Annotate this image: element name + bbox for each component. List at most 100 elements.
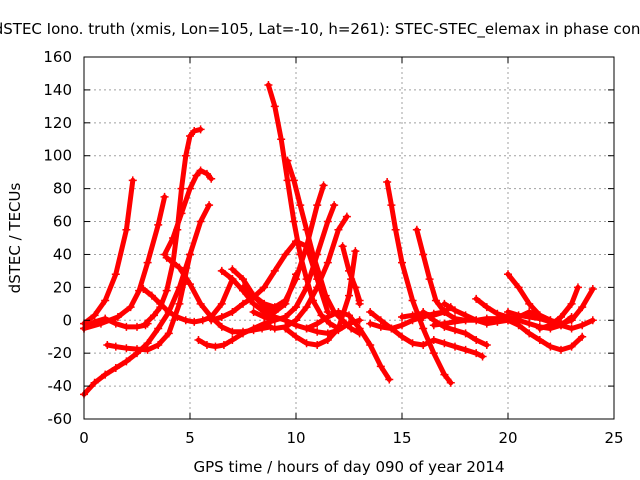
data-point: [419, 340, 428, 349]
data-point: [461, 316, 470, 325]
data-point: [546, 342, 555, 351]
data-point: [190, 317, 199, 326]
data-point: [398, 321, 406, 330]
data-point: [207, 174, 216, 183]
data-point: [177, 209, 186, 218]
data-point: [196, 166, 205, 175]
data-point: [239, 299, 247, 308]
data-point: [557, 345, 565, 354]
data-point: [313, 327, 322, 336]
data-point: [219, 340, 228, 349]
data-point: [202, 340, 211, 349]
data-point: [289, 176, 298, 185]
data-point: [154, 220, 163, 229]
data-point: [270, 316, 279, 325]
data-point: [535, 336, 544, 345]
data-point: [186, 250, 194, 259]
y-tick-label: 40: [53, 245, 72, 263]
data-point: [192, 171, 201, 180]
data-point: [514, 283, 523, 292]
data-point: [211, 342, 220, 351]
data-point: [338, 242, 347, 251]
data-point: [111, 363, 120, 372]
data-point: [482, 314, 491, 323]
y-tick-label: 20: [53, 278, 72, 296]
data-point: [154, 340, 163, 349]
data-point: [260, 321, 269, 330]
data-point: [292, 303, 300, 312]
data-point: [228, 265, 237, 274]
data-point: [482, 340, 491, 349]
data-point: [181, 316, 190, 325]
data-point: [228, 336, 237, 345]
data-point: [387, 324, 396, 333]
data-point: [342, 212, 351, 221]
data-point: [283, 156, 292, 165]
data-point: [162, 253, 171, 262]
data-point: [573, 283, 582, 292]
data-point: [260, 299, 269, 308]
data-point: [347, 324, 356, 333]
data-point: [334, 324, 343, 333]
y-tick-label: 0: [62, 311, 72, 329]
data-point: [207, 316, 216, 325]
data-point: [260, 312, 269, 321]
data-point: [260, 283, 269, 292]
y-tick-label: -20: [48, 344, 73, 362]
data-point: [345, 266, 353, 275]
data-point: [398, 312, 406, 321]
data-point: [205, 201, 214, 210]
data-point: [451, 342, 459, 351]
data-point: [302, 339, 311, 348]
series-24-trace: [414, 227, 469, 323]
data-point: [228, 327, 237, 336]
data-point: [472, 349, 481, 358]
data-point: [139, 285, 148, 294]
data-point: [198, 316, 207, 325]
data-point: [419, 250, 428, 259]
plot-frame: [83, 56, 615, 420]
data-point: [281, 250, 290, 259]
y-tick-label: 160: [43, 48, 72, 66]
data-point: [249, 291, 258, 300]
data-point: [90, 378, 99, 387]
data-point: [429, 321, 438, 330]
data-point: [376, 362, 385, 371]
data-point: [175, 299, 184, 308]
data-point: [472, 336, 481, 345]
y-tick-label: 120: [43, 114, 72, 132]
data-point: [149, 311, 158, 320]
data-point: [557, 321, 565, 330]
data-point: [177, 184, 186, 193]
data-point: [217, 266, 226, 275]
data-point: [292, 275, 300, 284]
data-point: [334, 308, 343, 317]
data-point: [270, 303, 279, 312]
data-point: [122, 357, 131, 366]
data-point: [143, 345, 152, 354]
data-point: [133, 345, 141, 354]
data-point: [451, 326, 459, 335]
series-1-trace: [81, 177, 136, 327]
data-point: [143, 258, 152, 267]
data-point: [313, 283, 322, 292]
data-point: [101, 314, 110, 323]
data-point: [525, 299, 534, 308]
data-point: [334, 225, 343, 234]
data-point: [355, 324, 364, 333]
data-point: [440, 319, 449, 328]
data-point: [194, 336, 203, 345]
data-point: [128, 176, 137, 185]
data-point: [398, 332, 406, 341]
data-point: [122, 344, 131, 353]
data-point: [133, 322, 141, 331]
data-point: [351, 283, 360, 292]
data-point: [588, 285, 597, 294]
data-point: [289, 217, 298, 226]
data-point: [111, 319, 120, 328]
data-point: [141, 319, 150, 328]
data-point: [281, 312, 290, 321]
data-point: [103, 340, 112, 349]
x-tick-label: 15: [392, 429, 411, 447]
